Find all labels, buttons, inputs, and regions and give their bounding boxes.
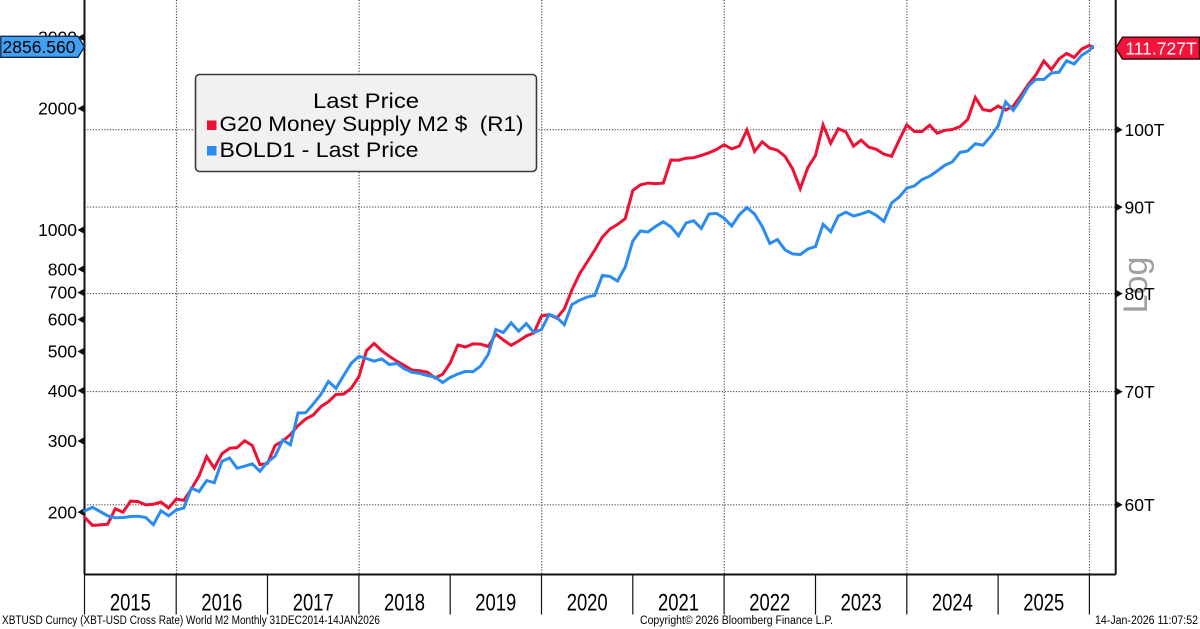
- svg-text:2019: 2019: [475, 590, 516, 617]
- svg-text:2022: 2022: [749, 590, 790, 617]
- svg-text:60T: 60T: [1125, 495, 1155, 515]
- svg-text:200: 200: [48, 502, 77, 522]
- svg-text:2021: 2021: [658, 590, 699, 617]
- svg-text:70T: 70T: [1125, 382, 1155, 402]
- svg-text:300: 300: [48, 431, 77, 451]
- svg-text:2020: 2020: [567, 590, 608, 617]
- svg-text:111.727T: 111.727T: [1125, 39, 1197, 59]
- svg-text:2025: 2025: [1023, 590, 1064, 617]
- svg-text:BOLD1 - Last Price: BOLD1 - Last Price: [220, 139, 419, 162]
- svg-text:2017: 2017: [293, 590, 334, 617]
- svg-text:2024: 2024: [932, 590, 973, 617]
- svg-text:XBTUSD Curncy (XBT-USD Cross R: XBTUSD Curncy (XBT-USD Cross Rate) World…: [2, 615, 380, 627]
- svg-text:Copyright© 2026 Bloomberg Fina: Copyright© 2026 Bloomberg Finance L.P.: [640, 615, 833, 627]
- svg-text:100T: 100T: [1125, 120, 1165, 140]
- svg-text:2856.560: 2856.560: [3, 37, 76, 57]
- svg-text:800: 800: [48, 259, 77, 279]
- svg-text:2023: 2023: [841, 590, 882, 617]
- svg-text:2000: 2000: [38, 99, 77, 119]
- svg-text:2015: 2015: [110, 590, 151, 617]
- svg-text:500: 500: [48, 342, 77, 362]
- svg-text:400: 400: [48, 381, 77, 401]
- svg-text:G20 Money Supply M2 $ (R1): G20 Money Supply M2 $ (R1): [220, 113, 524, 136]
- svg-text:600: 600: [48, 310, 77, 330]
- svg-text:1000: 1000: [38, 220, 77, 240]
- svg-text:14-Jan-2026 11:07:52: 14-Jan-2026 11:07:52: [1095, 615, 1198, 627]
- svg-text:Log: Log: [1117, 257, 1155, 314]
- svg-text:90T: 90T: [1125, 197, 1155, 217]
- svg-text:2018: 2018: [384, 590, 425, 617]
- svg-text:Last Price: Last Price: [313, 90, 419, 113]
- svg-text:80T: 80T: [1125, 284, 1155, 304]
- svg-text:2016: 2016: [201, 590, 242, 617]
- svg-text:700: 700: [48, 283, 77, 303]
